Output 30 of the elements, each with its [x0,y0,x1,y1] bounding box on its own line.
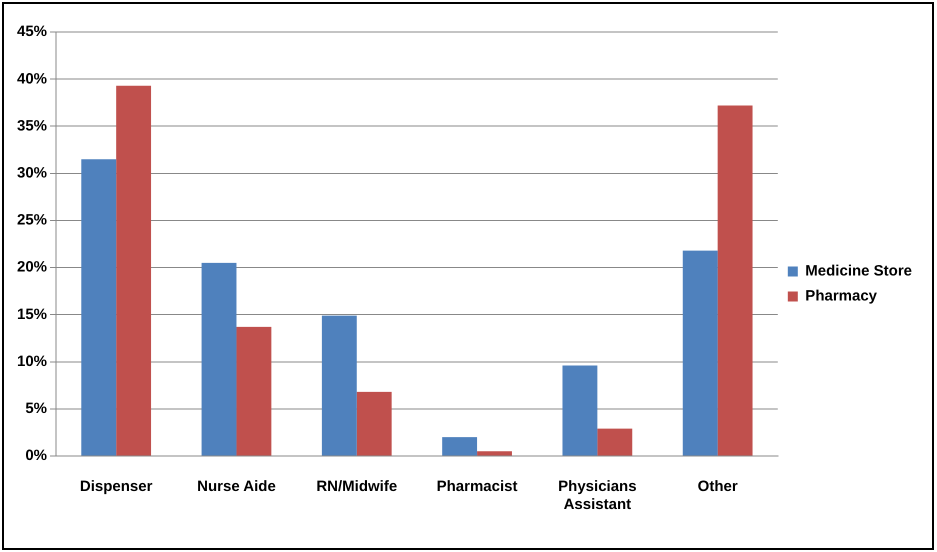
bar [718,105,753,456]
bar [322,316,357,456]
bar [477,451,512,456]
legend-label: Medicine Store [805,262,912,280]
bar [682,250,718,456]
x-tick-label: RN/Midwife [316,478,398,496]
y-tick-label: 25% [16,212,48,229]
x-tick-label: Nurse Aide [197,478,276,496]
y-tick-label: 30% [16,164,48,182]
x-tick-label: Pharmacist [436,478,518,496]
bar [562,366,598,456]
y-tick-label: 45% [16,23,48,40]
y-tick-label: 15% [16,306,48,323]
y-tick-label: 20% [16,258,48,276]
y-tick-label: 10% [16,352,48,370]
bar [442,437,478,456]
y-tick-label: 40% [16,70,48,88]
legend-label: Pharmacy [805,288,878,305]
bar [236,326,272,456]
y-tick-label: 5% [25,400,48,418]
x-tick-label: Physicians Assistant [558,478,637,514]
x-tick-label: Other [698,478,738,496]
y-tick-label: 35% [16,117,48,134]
bar [356,392,392,456]
x-tick-label: Dispenser [80,478,153,496]
bar [81,159,116,456]
bar [116,86,152,456]
bar [202,262,236,456]
bar [597,428,632,456]
y-tick-label: 0% [25,447,48,464]
